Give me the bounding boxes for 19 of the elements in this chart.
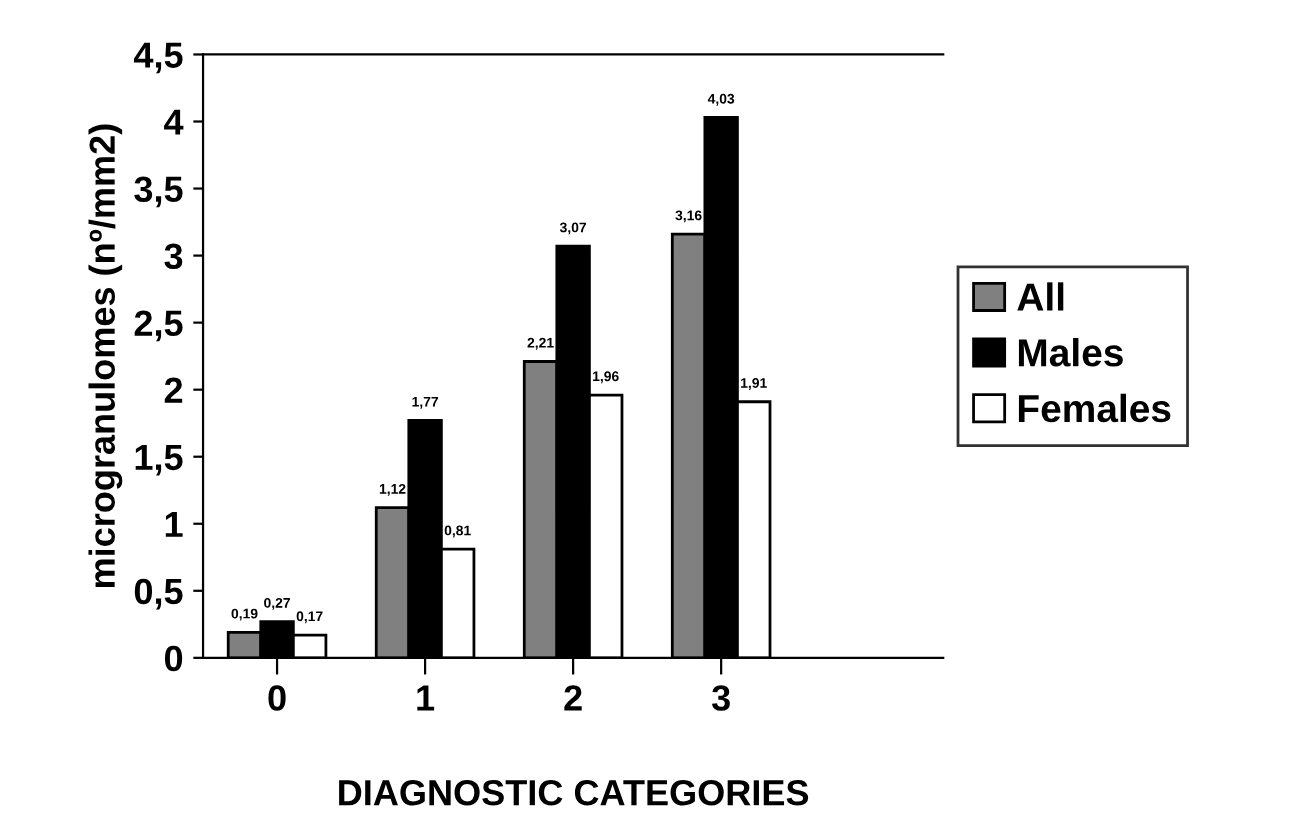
- legend-label: All: [1017, 282, 1064, 311]
- legend-label: Males: [1018, 338, 1123, 367]
- x-tick-label: 0: [268, 685, 286, 711]
- legend-label: Females: [1018, 393, 1171, 423]
- y-axis-title: microgranulomes (nº/mm2): [88, 124, 123, 588]
- y-tick-label: 3,5: [134, 176, 183, 208]
- x-tick-label: 3: [711, 685, 730, 711]
- x-axis-title: DIAGNOSTIC CATEGORIES: [339, 779, 809, 806]
- y-tick-label: 4,5: [133, 42, 183, 74]
- x-tick-label: 1: [417, 685, 435, 711]
- y-tick-label: 0,5: [134, 578, 183, 610]
- y-tick-label: 1,5: [135, 444, 183, 476]
- y-tick-label: 3: [164, 243, 183, 270]
- x-tick-label: 2: [564, 685, 582, 711]
- y-tick-label: 2,5: [134, 310, 183, 342]
- y-tick-label: 0: [164, 645, 183, 672]
- y-tick-label: 2: [164, 377, 183, 403]
- y-tick-label: 1: [165, 511, 183, 537]
- y-tick-label: 4: [164, 109, 184, 135]
